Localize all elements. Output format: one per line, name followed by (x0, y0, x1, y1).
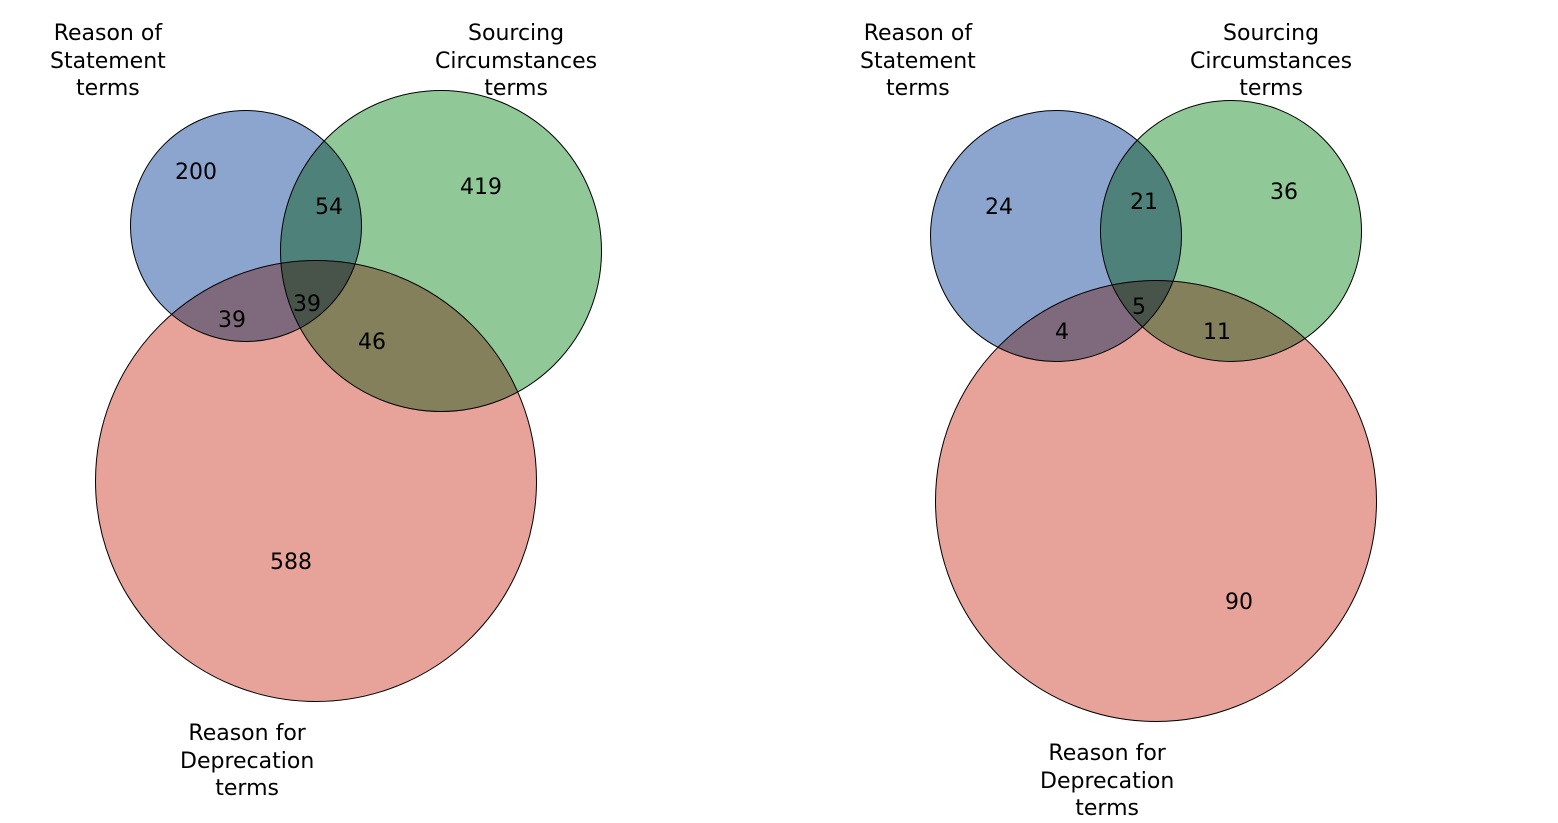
value-ABC-right: 5 (1132, 295, 1146, 320)
value-ABC-left: 39 (293, 292, 321, 317)
value-C-only-left: 588 (270, 550, 312, 575)
circle-C-right (935, 280, 1377, 722)
label-A-right: Reason of Statement terms (860, 20, 976, 103)
venn-right: Reason of Statement terms Sourcing Circu… (830, 20, 1530, 800)
value-A-only-left: 200 (175, 160, 217, 185)
label-C-left: Reason for Deprecation terms (180, 720, 314, 803)
label-B-right: Sourcing Circumstances terms (1190, 20, 1352, 103)
value-B-only-right: 36 (1270, 180, 1298, 205)
value-BC-left: 46 (358, 330, 386, 355)
value-AB-right: 21 (1130, 190, 1158, 215)
value-AC-right: 4 (1055, 320, 1069, 345)
value-AC-left: 39 (218, 308, 246, 333)
value-A-only-right: 24 (985, 195, 1013, 220)
label-A-left: Reason of Statement terms (50, 20, 166, 103)
venn-left: Reason of Statement terms Sourcing Circu… (40, 20, 740, 800)
label-B-left: Sourcing Circumstances terms (435, 20, 597, 103)
label-C-right: Reason for Deprecation terms (1040, 740, 1174, 823)
value-B-only-left: 419 (460, 175, 502, 200)
value-AB-left: 54 (315, 195, 343, 220)
value-C-only-right: 90 (1225, 590, 1253, 615)
venn-stage: Reason of Statement terms Sourcing Circu… (0, 0, 1558, 819)
value-BC-right: 11 (1203, 320, 1231, 345)
circle-C-left (95, 260, 537, 702)
